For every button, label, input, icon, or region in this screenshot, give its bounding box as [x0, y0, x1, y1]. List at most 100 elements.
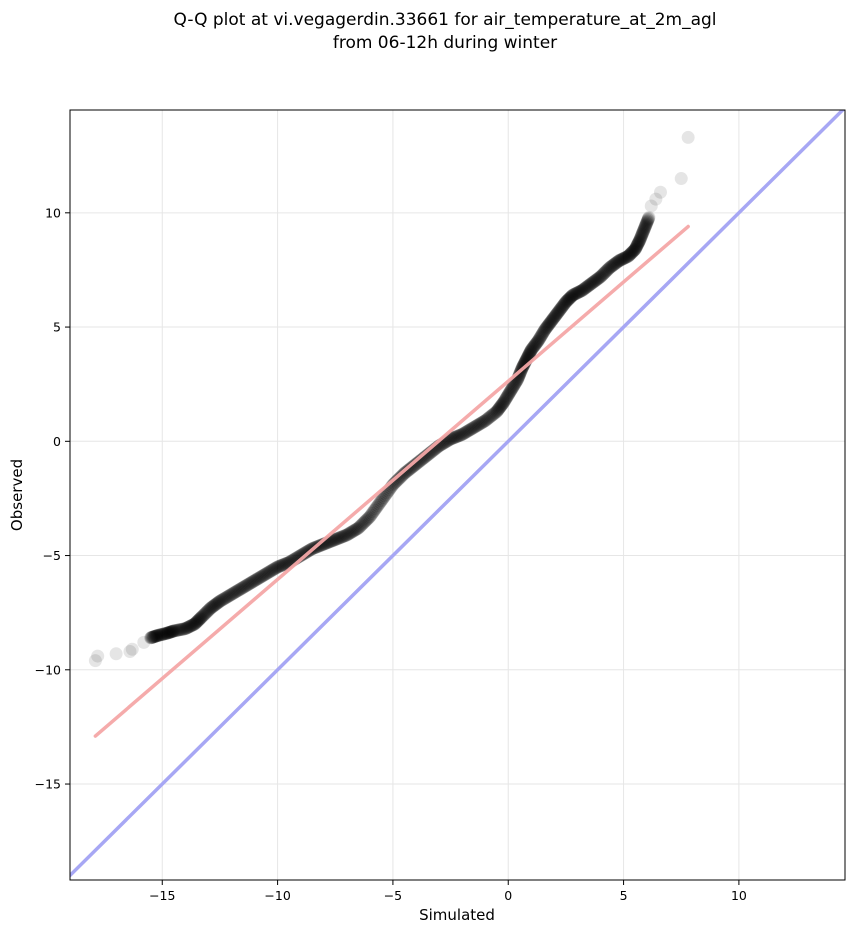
qq-point	[615, 252, 629, 266]
qq-point	[403, 462, 417, 476]
qq-point	[504, 384, 518, 398]
qq-point	[351, 521, 365, 535]
qq-point	[570, 286, 584, 300]
qq-point	[401, 464, 415, 478]
qq-point	[584, 277, 598, 291]
qq-point	[636, 225, 650, 239]
qq-point	[169, 623, 183, 637]
qq-point	[335, 530, 349, 544]
qq-point	[501, 387, 515, 401]
qq-point	[607, 257, 621, 271]
qq-point	[298, 546, 312, 560]
qq-point	[489, 406, 503, 420]
qq-point	[224, 587, 238, 601]
qq-point	[528, 337, 542, 351]
qq-point	[408, 458, 422, 472]
qq-point	[574, 284, 588, 298]
qq-point	[634, 230, 648, 244]
qq-point	[566, 288, 580, 302]
qq-point	[109, 647, 123, 661]
qq-point	[564, 289, 578, 303]
qq-point	[362, 511, 376, 525]
qq-point	[495, 397, 509, 411]
qq-point	[633, 233, 647, 247]
qq-point	[527, 339, 541, 353]
qq-point	[209, 597, 223, 611]
qq-point	[175, 622, 189, 636]
qq-point	[239, 578, 253, 592]
qq-point	[561, 293, 575, 307]
qq-point	[195, 609, 209, 623]
chart-subtitle: from 06-12h during winter	[333, 33, 557, 53]
qq-point	[266, 563, 280, 577]
qq-point	[637, 223, 651, 237]
qq-point	[331, 532, 345, 546]
qq-point	[276, 558, 290, 572]
qq-point	[492, 401, 506, 415]
qq-point	[587, 275, 601, 289]
qq-point	[616, 252, 630, 266]
qq-point	[493, 400, 507, 414]
qq-point	[180, 621, 194, 635]
qq-point	[618, 251, 632, 265]
qq-point	[164, 625, 178, 639]
qq-point	[229, 585, 243, 599]
qq-point	[625, 245, 639, 259]
qq-point	[681, 130, 695, 144]
qq-point	[234, 582, 248, 596]
qq-point	[278, 557, 292, 571]
qq-point	[199, 606, 213, 620]
qq-point	[469, 419, 483, 433]
qq-point	[200, 605, 214, 619]
y-axis-label: Observed	[8, 459, 26, 531]
qq-point	[497, 395, 511, 409]
qq-point	[337, 529, 351, 543]
qq-point	[198, 607, 212, 621]
axes-frame	[69, 109, 846, 881]
qq-point	[486, 407, 500, 421]
qq-point	[553, 302, 567, 316]
qq-point	[187, 618, 201, 632]
qq-point	[632, 234, 646, 248]
qq-point	[602, 262, 616, 276]
qq-point	[332, 531, 346, 545]
qq-point	[245, 575, 259, 589]
qq-point	[640, 215, 654, 229]
qq-point	[635, 228, 649, 242]
qq-point	[178, 622, 192, 636]
qq-point	[216, 592, 230, 606]
qq-point	[565, 289, 579, 303]
qq-point	[222, 589, 236, 603]
qq-point	[528, 338, 542, 352]
qq-point	[342, 527, 356, 541]
qq-point	[649, 192, 663, 206]
y-tick-label: −10	[35, 662, 61, 677]
qq-point	[347, 524, 361, 538]
qq-point	[467, 421, 481, 435]
qq-point	[189, 616, 203, 630]
qq-point	[242, 577, 256, 591]
qq-point	[296, 547, 310, 561]
qq-point	[263, 565, 277, 579]
qq-point	[267, 562, 281, 576]
y-tick-label: −15	[35, 777, 61, 792]
qq-point	[357, 515, 371, 529]
qq-point	[182, 620, 196, 634]
qq-point	[540, 321, 554, 335]
y-tick-label: −5	[43, 548, 61, 563]
qq-point	[146, 630, 160, 644]
qq-point	[541, 319, 555, 333]
qq-point	[503, 385, 517, 399]
qq-point	[523, 345, 537, 359]
x-tick-label: −15	[149, 888, 175, 903]
qq-point	[297, 546, 311, 560]
qq-point	[151, 629, 165, 643]
qq-point	[260, 566, 274, 580]
qq-point	[594, 269, 608, 283]
qq-point	[543, 316, 557, 330]
qq-point	[254, 570, 268, 584]
qq-point	[560, 294, 574, 308]
qq-point	[244, 576, 258, 590]
qq-point	[533, 330, 547, 344]
qq-point	[639, 218, 653, 232]
